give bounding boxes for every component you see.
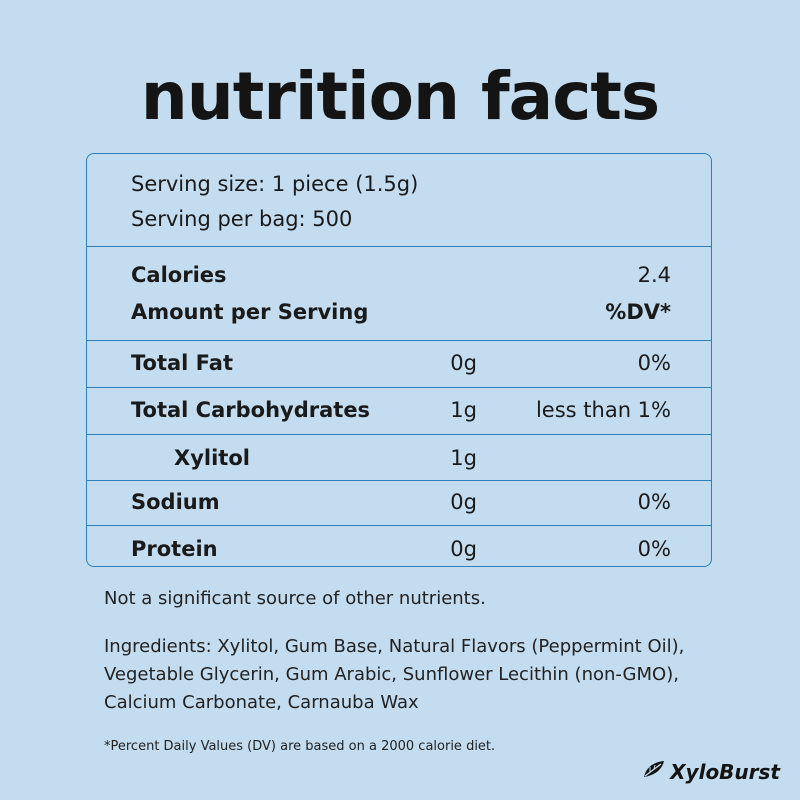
nutrient-amount: 0g: [450, 351, 477, 375]
calories-value: 2.4: [637, 263, 671, 287]
nutrient-amount: 1g: [450, 446, 477, 470]
nutrient-amount: 0g: [450, 537, 477, 561]
divider: [87, 434, 711, 435]
divider: [87, 340, 711, 341]
amount-per-serving-label: Amount per Serving: [131, 300, 369, 324]
nutrient-dv: 0%: [637, 351, 671, 375]
page-title: nutrition facts: [140, 58, 660, 135]
calories-label: Calories: [131, 263, 227, 287]
ingredients-line: Calcium Carbonate, Carnauba Wax: [104, 692, 419, 713]
divider: [87, 480, 711, 481]
divider: [87, 246, 711, 247]
leaf-icon: [642, 759, 666, 784]
dv-header: %DV*: [605, 300, 671, 324]
ingredients-line: Vegetable Glycerin, Gum Arabic, Sunflowe…: [104, 664, 679, 685]
nutrient-amount: 1g: [450, 398, 477, 422]
brand-logo: XyloBurst: [642, 759, 780, 784]
dv-footnote: *Percent Daily Values (DV) are based on …: [104, 739, 496, 754]
nutrient-label: Sodium: [131, 490, 220, 514]
nutrient-label: Xylitol: [174, 446, 250, 470]
ingredients-line: Ingredients: Xylitol, Gum Base, Natural …: [104, 636, 685, 657]
nutrient-dv: less than 1%: [535, 398, 671, 422]
not-significant-note: Not a significant source of other nutrie…: [104, 588, 486, 609]
brand-name: XyloBurst: [670, 759, 780, 784]
nutrient-label: Total Carbohydrates: [131, 398, 371, 422]
divider: [87, 525, 711, 526]
servings-per-bag: Serving per bag: 500: [131, 207, 353, 231]
divider: [87, 387, 711, 388]
nutrient-amount: 0g: [450, 490, 477, 514]
nutrient-dv: 0%: [637, 490, 671, 514]
nutrient-label: Total Fat: [131, 351, 234, 375]
serving-size: Serving size: 1 piece (1.5g): [131, 172, 419, 196]
nutrient-label: Protein: [131, 537, 218, 561]
nutrient-dv: 0%: [637, 537, 671, 561]
nutrition-table: Serving size: 1 piece (1.5g) Serving per…: [86, 153, 712, 567]
